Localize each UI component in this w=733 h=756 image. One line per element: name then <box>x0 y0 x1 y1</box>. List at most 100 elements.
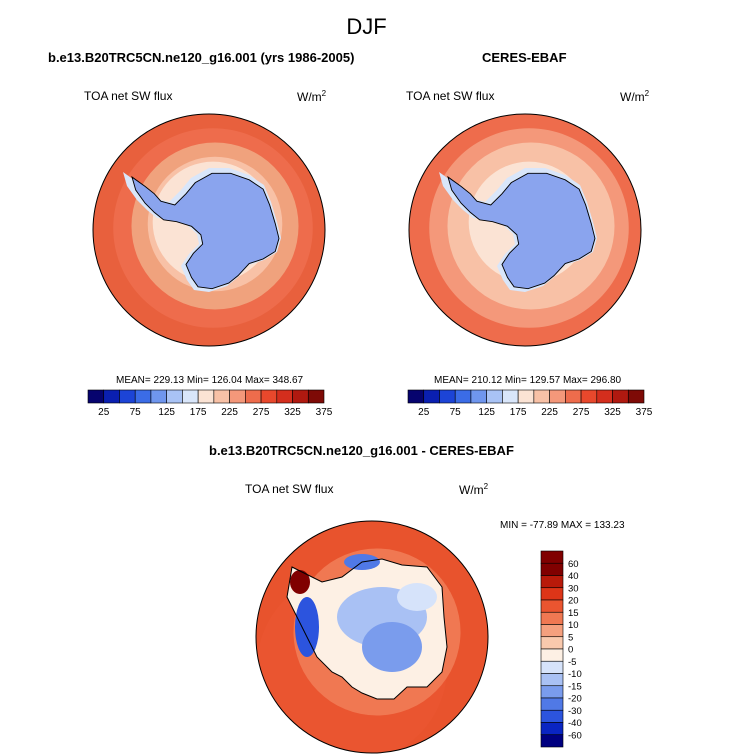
colorbar-1-box-4 <box>150 389 167 404</box>
colorbar-3-tick-label: 15 <box>568 608 579 619</box>
panel1-stats: MEAN= 229.13 Min= 126.04 Max= 348.67 <box>116 375 304 386</box>
colorbar-1-box-5 <box>166 389 183 404</box>
colorbar-3-box-3 <box>540 587 564 601</box>
colorbar-2-box-2 <box>439 389 456 404</box>
colorbar-2: 25 75 125 175 225 275 325 375 <box>407 389 653 418</box>
colorbar-1-box-12 <box>276 389 293 404</box>
colorbar-2-box-11 <box>580 389 598 404</box>
panel1-variable: TOA net SW flux <box>84 89 173 103</box>
colorbar-1-tick-label: 225 <box>221 407 238 418</box>
colorbar-1-box-10 <box>245 389 262 404</box>
colorbar-3-box-6 <box>540 624 564 638</box>
colorbar-2-box-3 <box>454 389 472 404</box>
colorbar-2-tick-label: 125 <box>478 407 495 418</box>
colorbar-3-tick-label: 10 <box>568 620 579 631</box>
colorbar-2-box-4 <box>470 389 487 404</box>
colorbar-3-box-8 <box>540 648 564 662</box>
colorbar-3-tick-label: -20 <box>568 694 582 705</box>
colorbar-1-box-2 <box>119 389 136 404</box>
colorbar-1-tick-label: 25 <box>98 407 110 418</box>
diff-dark-red-spot <box>290 570 310 594</box>
colorbar-2-tick-label: 75 <box>450 407 462 418</box>
map-field-3 <box>256 521 488 753</box>
colorbar-2-tick-label: 275 <box>573 407 590 418</box>
polar-map-2 <box>408 113 642 347</box>
colorbar-3-tick-label: 0 <box>568 645 573 656</box>
colorbar-1-tick-label: 75 <box>130 407 142 418</box>
colorbar-2-box-6 <box>502 389 519 404</box>
colorbar-2-tick-label: 325 <box>604 407 621 418</box>
colorbar-1-tick-label: 125 <box>158 407 175 418</box>
panel2-variable: TOA net SW flux <box>406 89 495 103</box>
colorbar-2-box-0 <box>407 389 425 404</box>
colorbar-2-tick-label: 25 <box>418 407 430 418</box>
colorbar-3-tick-label: -15 <box>568 681 582 692</box>
colorbar-2-box-10 <box>565 389 582 404</box>
colorbar-3-tick-label: 60 <box>568 559 579 570</box>
diff-blue-patch-2 <box>362 622 422 672</box>
panel3-title: b.e13.B20TRC5CN.ne120_g16.001 - CERES-EB… <box>209 443 514 458</box>
colorbar-2-box-7 <box>517 389 535 404</box>
colorbar-3-box-9 <box>540 660 564 674</box>
colorbar-2-tick-label: 375 <box>636 407 653 418</box>
colorbar-3-box-12 <box>540 697 564 711</box>
colorbar-3-box-13 <box>540 709 564 723</box>
polar-map-1 <box>92 113 326 347</box>
panel2-stats: MEAN= 210.12 Min= 129.57 Max= 296.80 <box>434 375 622 386</box>
colorbar-1-tick-label: 175 <box>190 407 207 418</box>
colorbar-2-box-14 <box>627 389 645 404</box>
colorbar-3-box-4 <box>540 599 564 613</box>
colorbar-1: 25 75 125 175 225 275 325 375 <box>87 389 333 418</box>
colorbar-3-box-0 <box>540 550 564 564</box>
colorbar-3-box-2 <box>540 575 564 589</box>
panel3-variable: TOA net SW flux <box>245 482 334 496</box>
panel2-title: CERES-EBAF <box>482 50 567 65</box>
map-field-2 <box>409 114 641 346</box>
panel3-stats: MIN = -77.89 MAX = 133.23 <box>500 520 625 531</box>
colorbar-3-tick-label: 20 <box>568 596 579 607</box>
colorbar-3-box-1 <box>540 562 564 576</box>
panel1-title: b.e13.B20TRC5CN.ne120_g16.001 (yrs 1986-… <box>48 50 355 65</box>
colorbar-1-tick-label: 375 <box>316 407 333 418</box>
colorbar-3-tick-label: -30 <box>568 706 582 717</box>
colorbar-2-box-13 <box>612 389 629 404</box>
colorbar-2-tick-label: 225 <box>541 407 558 418</box>
colorbar-3-tick-label: -5 <box>568 657 576 668</box>
colorbar-3-box-11 <box>540 685 564 699</box>
colorbar-2-box-9 <box>549 389 566 404</box>
colorbar-1-box-8 <box>213 389 230 404</box>
colorbar-3-box-10 <box>540 673 564 687</box>
colorbar-3-tick-label: 30 <box>568 583 579 594</box>
colorbar-3-box-15 <box>540 734 564 748</box>
polar-map-3 <box>255 520 489 754</box>
colorbar-3-box-7 <box>540 636 564 650</box>
diff-coastline <box>286 558 448 700</box>
colorbar-1-box-13 <box>292 389 309 404</box>
colorbar-3-tick-label: 40 <box>568 571 579 582</box>
panel3-units: W/m2 <box>459 482 489 497</box>
colorbar-1-tick-label: 275 <box>253 407 270 418</box>
panel2-units: W/m2 <box>620 89 650 104</box>
colorbar-3-box-14 <box>540 722 564 736</box>
colorbar-3-tick-label: -40 <box>568 718 582 729</box>
colorbar-3-tick-label: 5 <box>568 632 573 643</box>
map-border-2 <box>408 113 642 347</box>
colorbar-1-box-14 <box>307 389 325 404</box>
colorbar-2-box-8 <box>533 389 550 404</box>
antarctica-2 <box>447 172 596 290</box>
map-border-1 <box>92 113 326 347</box>
colorbar-2-box-12 <box>596 389 613 404</box>
colorbar-1-box-0 <box>87 389 105 404</box>
antarctica-1 <box>131 172 280 290</box>
colorbar-1-box-6 <box>182 389 199 404</box>
colorbar-1-box-3 <box>134 389 152 404</box>
colorbar-2-tick-label: 175 <box>510 407 527 418</box>
colorbar-1-box-1 <box>103 389 120 404</box>
colorbar-3-tick-label: -60 <box>568 730 582 741</box>
main-title: DJF <box>346 14 387 39</box>
colorbar-1-box-11 <box>260 389 278 404</box>
colorbar-2-box-5 <box>486 389 503 404</box>
panel1-units: W/m2 <box>297 89 327 104</box>
